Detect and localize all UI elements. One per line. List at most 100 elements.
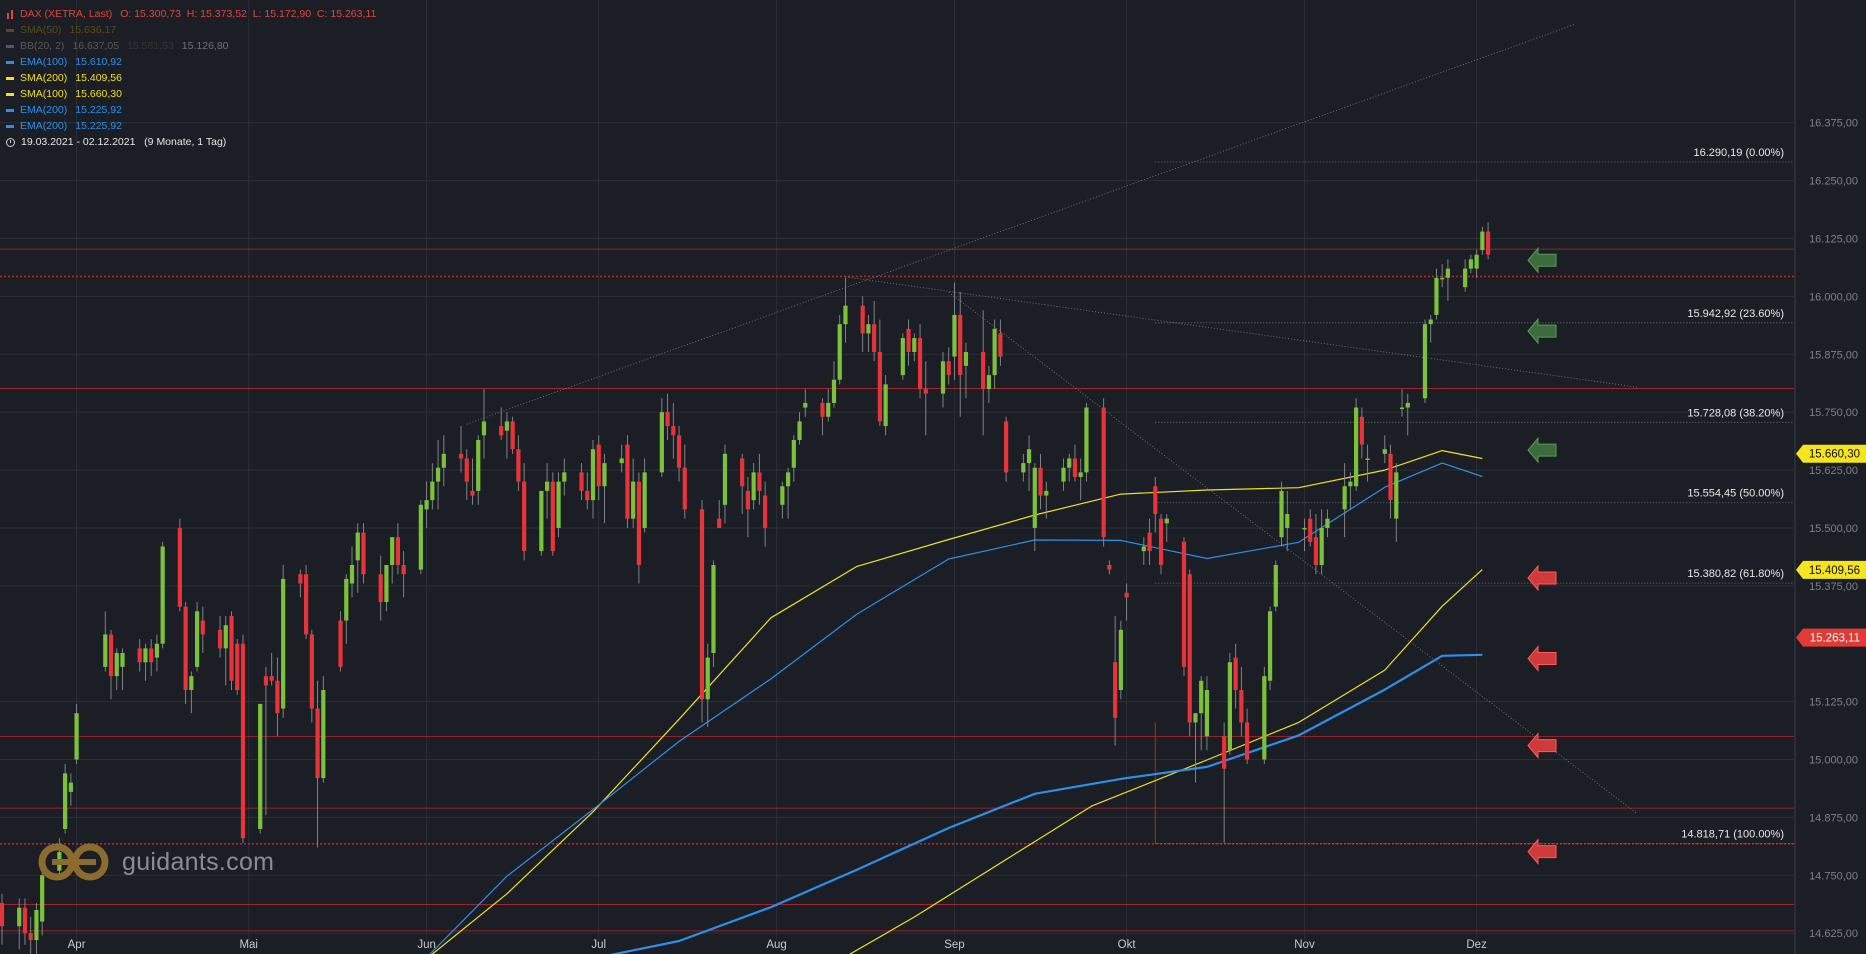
candle-body[interactable]	[516, 449, 521, 482]
candle-body[interactable]	[1187, 574, 1192, 723]
candle-body[interactable]	[1244, 722, 1250, 760]
candle-body[interactable]	[120, 652, 125, 667]
candle-body[interactable]	[705, 657, 710, 700]
candle-body[interactable]	[992, 328, 997, 376]
chart-type-icon[interactable]	[6, 9, 14, 19]
candle-body[interactable]	[1204, 690, 1210, 737]
trendline[interactable]	[845, 276, 1638, 388]
candle-body[interactable]	[430, 481, 435, 501]
candle-body[interactable]	[699, 509, 705, 700]
candle-body[interactable]	[338, 620, 343, 667]
candle-body[interactable]	[1267, 611, 1273, 681]
candle-body[interactable]	[217, 629, 223, 649]
candle-body[interactable]	[1141, 546, 1146, 552]
candle-body[interactable]	[843, 305, 848, 325]
candle-body[interactable]	[1153, 486, 1158, 515]
candle-body[interactable]	[235, 643, 240, 691]
candle-body[interactable]	[395, 537, 401, 565]
candle-body[interactable]	[309, 634, 314, 709]
candle-body[interactable]	[1354, 407, 1359, 487]
candle-body[interactable]	[722, 453, 728, 505]
candle-body[interactable]	[906, 328, 911, 352]
candle-body[interactable]	[1388, 453, 1393, 501]
legend-indicator-row[interactable]: EMA(200) 15.225,92	[6, 118, 376, 134]
candle-body[interactable]	[636, 481, 641, 565]
candle-body[interactable]	[137, 648, 142, 663]
candle-body[interactable]	[1308, 518, 1313, 542]
candle-body[interactable]	[1044, 490, 1049, 496]
candle-body[interactable]	[1405, 402, 1410, 408]
candle-body[interactable]	[229, 615, 234, 681]
candle-body[interactable]	[154, 643, 160, 658]
candle-body[interactable]	[424, 500, 429, 510]
ma-line-ema-200[interactable]	[570, 653, 1483, 954]
candle-body[interactable]	[539, 490, 544, 552]
candle-body[interactable]	[556, 481, 561, 528]
candle-body[interactable]	[1101, 407, 1106, 538]
candle-body[interactable]	[1440, 277, 1445, 280]
candle-body[interactable]	[1038, 467, 1043, 496]
candle-body[interactable]	[751, 472, 756, 501]
candle-body[interactable]	[114, 652, 119, 677]
candle-body[interactable]	[1107, 564, 1112, 570]
candle-body[interactable]	[1359, 416, 1364, 445]
legend-indicator-row[interactable]: SMA(50) 15.636,17	[6, 22, 376, 38]
candle-body[interactable]	[149, 648, 154, 663]
candle-body[interactable]	[740, 458, 745, 487]
candle-body[interactable]	[304, 574, 309, 635]
candle-body[interactable]	[1061, 467, 1066, 482]
candle-body[interactable]	[349, 564, 355, 584]
ma-line-ema-100[interactable]	[421, 462, 1483, 954]
candle-body[interactable]	[780, 486, 785, 505]
candle-body[interactable]	[63, 773, 68, 829]
candle-body[interactable]	[659, 412, 664, 473]
legend-indicator-row[interactable]: EMA(100) 15.610,92	[6, 54, 376, 70]
candle-body[interactable]	[22, 907, 28, 934]
candle-body[interactable]	[499, 426, 504, 436]
candle-body[interactable]	[1273, 564, 1278, 607]
candle-body[interactable]	[550, 481, 555, 552]
candle-body[interactable]	[258, 703, 263, 829]
candle-body[interactable]	[745, 490, 751, 510]
candle-body[interactable]	[562, 472, 567, 482]
candle-body[interactable]	[625, 444, 630, 519]
candle-body[interactable]	[619, 458, 624, 464]
candle-body[interactable]	[900, 338, 905, 376]
candle-body[interactable]	[361, 532, 366, 575]
candle-body[interactable]	[866, 324, 871, 334]
candle-body[interactable]	[1084, 407, 1089, 473]
candle-body[interactable]	[1113, 662, 1118, 718]
candle-body[interactable]	[143, 648, 148, 663]
candle-body[interactable]	[860, 305, 865, 334]
candle-body[interactable]	[1067, 458, 1072, 468]
candle-body[interactable]	[298, 574, 303, 584]
candle-body[interactable]	[0, 903, 5, 927]
candle-body[interactable]	[826, 402, 831, 417]
candle-body[interactable]	[1118, 629, 1123, 691]
candle-body[interactable]	[946, 361, 951, 376]
candle-body[interactable]	[585, 490, 590, 501]
candle-body[interactable]	[355, 532, 360, 561]
candle-body[interactable]	[1262, 676, 1267, 760]
candle-body[interactable]	[757, 472, 762, 491]
candle-body[interactable]	[240, 643, 246, 839]
candle-body[interactable]	[717, 518, 722, 528]
trendline[interactable]	[466, 24, 1575, 425]
candle-body[interactable]	[1072, 458, 1078, 477]
candle-body[interactable]	[17, 907, 22, 927]
candle-body[interactable]	[963, 351, 969, 366]
candle-body[interactable]	[1233, 657, 1238, 691]
candle-body[interactable]	[34, 910, 39, 941]
candle-body[interactable]	[872, 324, 877, 352]
candle-body[interactable]	[200, 620, 205, 635]
candle-body[interactable]	[682, 467, 687, 510]
candle-body[interactable]	[68, 782, 73, 792]
candle-body[interactable]	[923, 389, 928, 394]
candle-body[interactable]	[177, 527, 182, 607]
legend-indicator-row[interactable]: EMA(200) 15.225,92	[6, 102, 376, 118]
candle-body[interactable]	[912, 338, 917, 352]
ma-line-sma-200[interactable]	[421, 450, 1483, 954]
candle-body[interactable]	[785, 472, 791, 487]
candle-body[interactable]	[384, 564, 389, 603]
